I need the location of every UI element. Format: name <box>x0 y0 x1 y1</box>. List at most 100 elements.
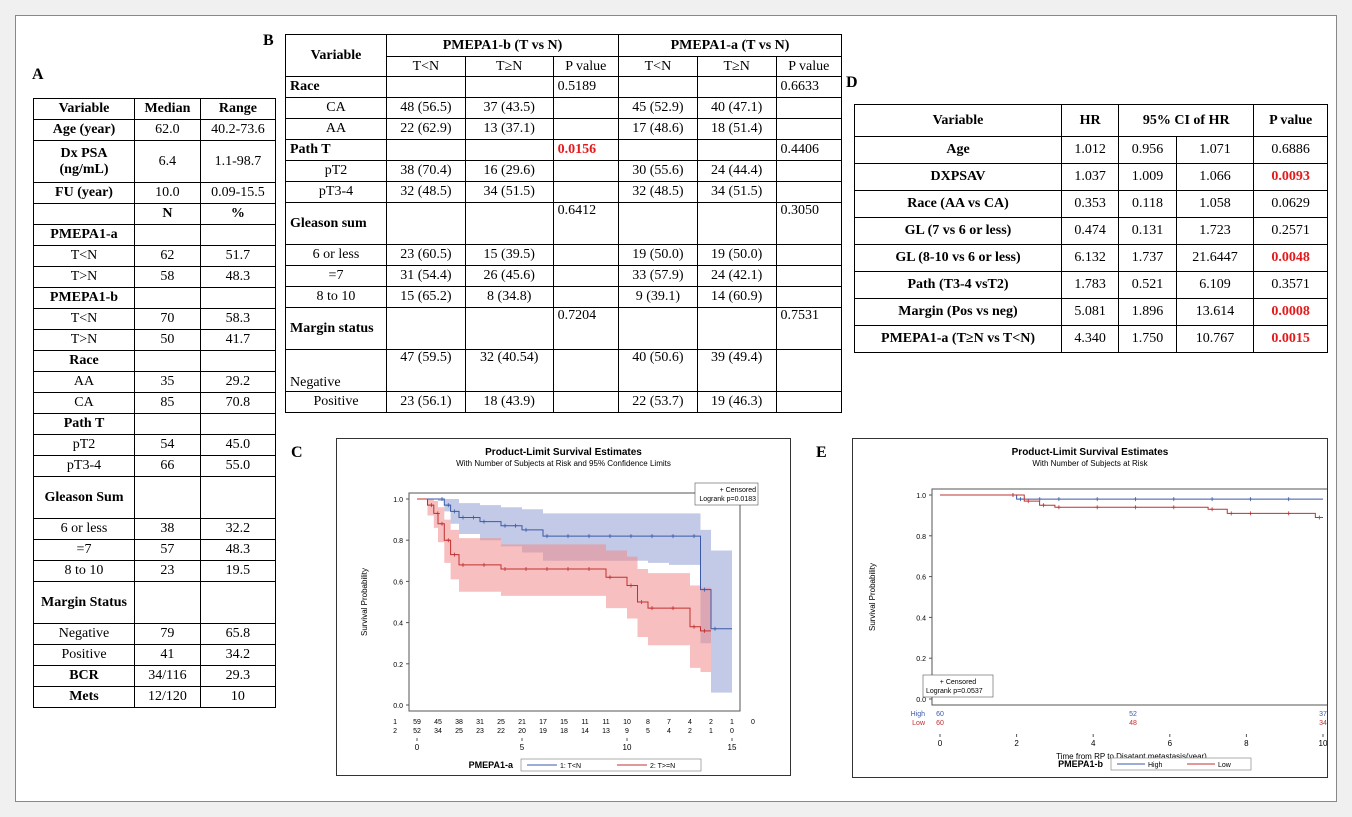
table-cell: 29.2 <box>199 371 277 393</box>
table-cell: 32.2 <box>199 518 277 540</box>
table-cell <box>775 265 843 287</box>
y-axis-label: Survival Probability <box>360 568 369 636</box>
censor-mark <box>1248 497 1253 502</box>
y-tick-label: 1.0 <box>916 493 926 500</box>
row-label: Margin status <box>285 307 387 350</box>
table-cell: 1.012 <box>1060 136 1120 164</box>
row-label: =7 <box>33 539 135 561</box>
at-risk-count: 1 <box>709 728 713 735</box>
table-cell <box>775 391 843 413</box>
row-label: Margin Status <box>33 581 135 624</box>
censor-mark <box>545 534 549 539</box>
table-row: Dx PSA (ng/mL) 6.4 1.1-98.7 <box>33 140 277 183</box>
table-cell <box>552 160 620 182</box>
row-label: Path T <box>285 139 387 161</box>
table-cell <box>618 139 698 161</box>
table-b-subheader: T<N <box>386 56 466 77</box>
table-b-subheader: T<N <box>618 56 698 77</box>
y-tick-label: 0.0 <box>393 703 403 710</box>
table-cell: N <box>134 203 201 225</box>
table-cell: 0.6633 <box>775 76 843 98</box>
table-d-header: 95% CI of HR <box>1118 104 1255 137</box>
table-row: 8 to 10 23 19.5 <box>33 560 277 582</box>
table-cell: 41 <box>134 644 201 666</box>
at-risk-count: 2 <box>709 719 713 726</box>
table-cell: 70.8 <box>199 392 277 414</box>
table-cell: 24 (44.4) <box>696 160 777 182</box>
table-cell: 0.3571 <box>1253 271 1328 299</box>
table-row: FU (year) 10.0 0.09-15.5 <box>33 182 277 204</box>
row-label: Path (T3-4 vsT2) <box>854 271 1062 299</box>
row-label <box>33 203 135 225</box>
legend-box <box>922 674 994 698</box>
at-risk-count: 25 <box>497 719 505 726</box>
table-row: Negative 79 65.8 <box>33 623 277 645</box>
table-row: CA 85 70.8 <box>33 392 277 414</box>
x-tick-label: 10 <box>623 743 632 752</box>
table-cell: 18 (51.4) <box>696 118 777 140</box>
at-risk-count: 2 <box>688 728 692 735</box>
table-row: T<N 62 51.7 <box>33 245 277 267</box>
censor-mark <box>587 567 591 572</box>
panel-label-a: A <box>32 66 44 83</box>
table-cell: 26 (45.6) <box>464 265 554 287</box>
table-cell <box>199 287 277 309</box>
table-cell <box>386 307 466 350</box>
y-tick-label: 0.2 <box>393 662 403 669</box>
censor-mark <box>1018 497 1023 502</box>
table-cell <box>552 118 620 140</box>
y-tick-label: 0.4 <box>393 621 403 628</box>
censor-mark <box>461 515 465 520</box>
chart-subtitle: With Number of Subjects at Risk <box>1032 459 1148 468</box>
at-risk-label: 1 <box>393 719 397 726</box>
censor-mark <box>1210 507 1215 512</box>
table-cell <box>618 202 698 245</box>
table-row: Age (year) 62.0 40.2-73.6 <box>33 119 277 141</box>
table-cell: 35 <box>134 371 201 393</box>
row-label: pT2 <box>33 434 135 456</box>
table-cell: 45.0 <box>199 434 277 456</box>
at-risk-count: 25 <box>455 728 463 735</box>
censor-mark <box>1171 505 1176 510</box>
table-row: AA 35 29.2 <box>33 371 277 393</box>
at-risk-count: 18 <box>560 728 568 735</box>
table-cell: 18 (43.9) <box>464 391 554 413</box>
censor-mark <box>461 562 465 567</box>
censor-mark <box>608 575 612 580</box>
table-cell: 0.521 <box>1118 271 1177 299</box>
row-label: Dx PSA (ng/mL) <box>33 140 135 183</box>
table-cell: 41.7 <box>199 329 277 351</box>
panel-label-e: E <box>816 444 827 461</box>
table-cell: 1.723 <box>1175 217 1255 245</box>
row-label: T<N <box>33 308 135 330</box>
x-tick-label: 0 <box>938 739 943 748</box>
at-risk-count: 8 <box>646 719 650 726</box>
plot-area <box>931 488 1327 706</box>
row-label: AA <box>285 118 387 140</box>
table-row: =7 57 48.3 <box>33 539 277 561</box>
censor-mark <box>692 534 696 539</box>
table-cell: 38 <box>134 518 201 540</box>
table-cell <box>775 286 843 308</box>
table-cell: 1.066 <box>1175 163 1255 191</box>
table-row: pT3-4 66 55.0 <box>33 455 277 477</box>
table-cell: 19.5 <box>199 560 277 582</box>
table-cell: 34 (51.5) <box>464 181 554 203</box>
row-label: FU (year) <box>33 182 135 204</box>
table-cell: 10 <box>199 686 277 708</box>
plot-area <box>408 492 741 712</box>
table-cell: 0.0015 <box>1253 325 1328 353</box>
legend-entry-1: 2: T>=N <box>650 763 675 770</box>
y-tick-label: 0.4 <box>916 615 926 622</box>
table-cell: 45 (52.9) <box>618 97 698 119</box>
table-cell <box>464 76 554 98</box>
table-row: 8 to 10 15 (65.2) 8 (34.8) 9 (39.1) 14 (60.9… <box>285 286 843 308</box>
censor-mark <box>524 527 528 532</box>
table-cell <box>199 476 277 519</box>
row-label: Mets <box>33 686 135 708</box>
table-cell: 66 <box>134 455 201 477</box>
at-risk-count: 38 <box>455 719 463 726</box>
table-cell <box>696 202 777 245</box>
censor-mark <box>566 534 570 539</box>
table-cell <box>696 139 777 161</box>
